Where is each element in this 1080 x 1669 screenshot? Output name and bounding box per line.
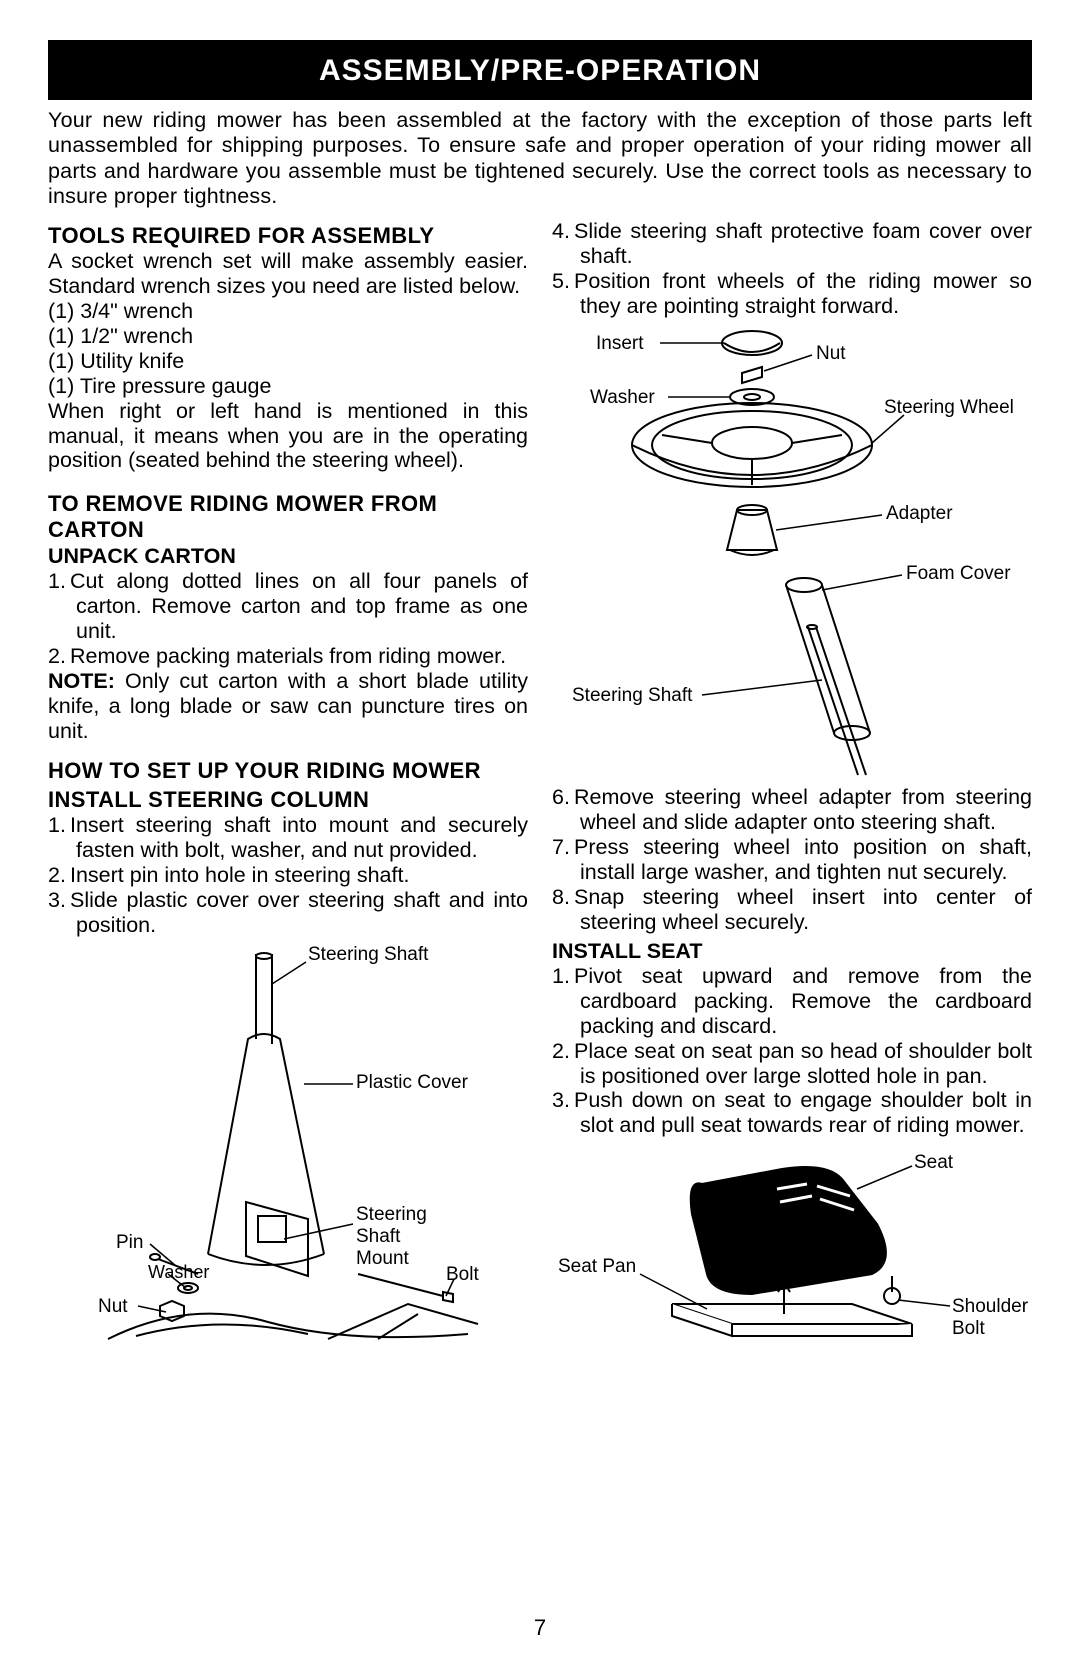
list-item: 1.Pivot seat upward and remove from the … bbox=[552, 964, 1032, 1039]
steering-continued2-list: 6.Remove steering wheel adapter from ste… bbox=[552, 785, 1032, 935]
left-column: TOOLS REQUIRED FOR ASSEMBLY A socket wre… bbox=[48, 219, 528, 1354]
label-plastic-cover: Plastic Cover bbox=[356, 1072, 468, 1094]
list-text: Place seat on seat pan so head of should… bbox=[574, 1039, 1032, 1088]
list-item: 2.Place seat on seat pan so head of shou… bbox=[552, 1039, 1032, 1089]
figure-seat: Seat Seat Pan Shoulder Bolt bbox=[552, 1144, 1032, 1354]
steering-list: 1.Insert steering shaft into mount and s… bbox=[48, 813, 528, 938]
label-steering-shaft2: Steering Shaft bbox=[572, 685, 692, 707]
label-adapter: Adapter bbox=[886, 503, 953, 525]
label-mount-3: Mount bbox=[356, 1248, 409, 1270]
label-nut: Nut bbox=[98, 1296, 128, 1318]
remove-heading: TO REMOVE RIDING MOWER FROM CARTON bbox=[48, 491, 528, 542]
two-column-layout: TOOLS REQUIRED FOR ASSEMBLY A socket wre… bbox=[48, 219, 1032, 1354]
intro-paragraph: Your new riding mower has been assembled… bbox=[48, 108, 1032, 209]
tools-intro: A socket wrench set will make assembly e… bbox=[48, 249, 528, 299]
figure-steering-mount: Steering Shaft Plastic Cover Pin Washer … bbox=[48, 944, 528, 1344]
list-text: Press steering wheel into position on sh… bbox=[574, 835, 1032, 884]
tool-item: (1) Utility knife bbox=[48, 349, 528, 374]
list-item: 5.Position front wheels of the riding mo… bbox=[552, 269, 1032, 319]
figure-steering-exploded: Insert Nut Washer Steering Wheel Adapter… bbox=[552, 325, 1032, 785]
list-item: 3.Push down on seat to engage shoulder b… bbox=[552, 1088, 1032, 1138]
label-nut2: Nut bbox=[816, 343, 846, 365]
label-steering-wheel: Steering Wheel bbox=[884, 397, 1014, 419]
steering-continued-list: 4.Slide steering shaft protective foam c… bbox=[552, 219, 1032, 319]
note-label: NOTE: bbox=[48, 669, 115, 693]
label-seat: Seat bbox=[914, 1152, 953, 1174]
list-text: Slide steering shaft protective foam cov… bbox=[574, 219, 1032, 268]
list-item: 6.Remove steering wheel adapter from ste… bbox=[552, 785, 1032, 835]
label-shoulder: Shoulder bbox=[952, 1296, 1028, 1318]
list-text: Insert pin into hole in steering shaft. bbox=[70, 863, 409, 887]
hand-note: When right or left hand is mentioned in … bbox=[48, 399, 528, 474]
tool-item: (1) Tire pressure gauge bbox=[48, 374, 528, 399]
list-item: 3.Slide plastic cover over steering shaf… bbox=[48, 888, 528, 938]
label-washer: Washer bbox=[148, 1262, 209, 1283]
list-item: 2.Remove packing materials from riding m… bbox=[48, 644, 528, 669]
list-item: 8.Snap steering wheel insert into center… bbox=[552, 885, 1032, 935]
label-bolt: Bolt bbox=[446, 1264, 479, 1286]
setup-heading: HOW TO SET UP YOUR RIDING MOWER bbox=[48, 758, 528, 784]
list-text: Remove steering wheel adapter from steer… bbox=[574, 785, 1032, 834]
tool-item: (1) 3/4" wrench bbox=[48, 299, 528, 324]
label-washer2: Washer bbox=[590, 387, 655, 409]
label-bolt2: Bolt bbox=[952, 1318, 985, 1340]
tools-list: (1) 3/4" wrench (1) 1/2" wrench (1) Util… bbox=[48, 299, 528, 399]
install-steering-heading: INSTALL STEERING COLUMN bbox=[48, 787, 528, 813]
list-text: Cut along dotted lines on all four panel… bbox=[70, 569, 528, 643]
label-seat-pan: Seat Pan bbox=[558, 1256, 636, 1278]
install-seat-heading: INSTALL SEAT bbox=[552, 939, 1032, 964]
label-foam-cover: Foam Cover bbox=[906, 563, 1011, 585]
label-pin: Pin bbox=[116, 1232, 143, 1254]
tool-item: (1) 1/2" wrench bbox=[48, 324, 528, 349]
note-text: Only cut carton with a short blade utili… bbox=[48, 669, 528, 743]
page-number: 7 bbox=[0, 1615, 1080, 1641]
label-mount-2: Shaft bbox=[356, 1226, 400, 1248]
list-text: Remove packing materials from riding mow… bbox=[70, 644, 506, 668]
label-insert: Insert bbox=[596, 333, 644, 355]
label-steering-shaft: Steering Shaft bbox=[308, 944, 428, 966]
list-text: Snap steering wheel insert into center o… bbox=[574, 885, 1032, 934]
list-text: Slide plastic cover over steering shaft … bbox=[70, 888, 528, 937]
list-item: 4.Slide steering shaft protective foam c… bbox=[552, 219, 1032, 269]
list-item: 2.Insert pin into hole in steering shaft… bbox=[48, 863, 528, 888]
list-text: Pivot seat upward and remove from the ca… bbox=[574, 964, 1032, 1038]
list-item: 7.Press steering wheel into position on … bbox=[552, 835, 1032, 885]
note-paragraph: NOTE: Only cut carton with a short blade… bbox=[48, 669, 528, 744]
list-item: 1.Cut along dotted lines on all four pan… bbox=[48, 569, 528, 644]
list-text: Push down on seat to engage shoulder bol… bbox=[574, 1088, 1032, 1137]
unpack-list: 1.Cut along dotted lines on all four pan… bbox=[48, 569, 528, 669]
label-mount-1: Steering bbox=[356, 1204, 427, 1226]
list-text: Position front wheels of the riding mowe… bbox=[574, 269, 1032, 318]
list-text: Insert steering shaft into mount and sec… bbox=[70, 813, 528, 862]
tools-heading: TOOLS REQUIRED FOR ASSEMBLY bbox=[48, 223, 528, 249]
section-banner: ASSEMBLY/PRE-OPERATION bbox=[48, 40, 1032, 100]
seat-list: 1.Pivot seat upward and remove from the … bbox=[552, 964, 1032, 1139]
right-column: 4.Slide steering shaft protective foam c… bbox=[552, 219, 1032, 1354]
list-item: 1.Insert steering shaft into mount and s… bbox=[48, 813, 528, 863]
unpack-heading: UNPACK CARTON bbox=[48, 544, 528, 569]
